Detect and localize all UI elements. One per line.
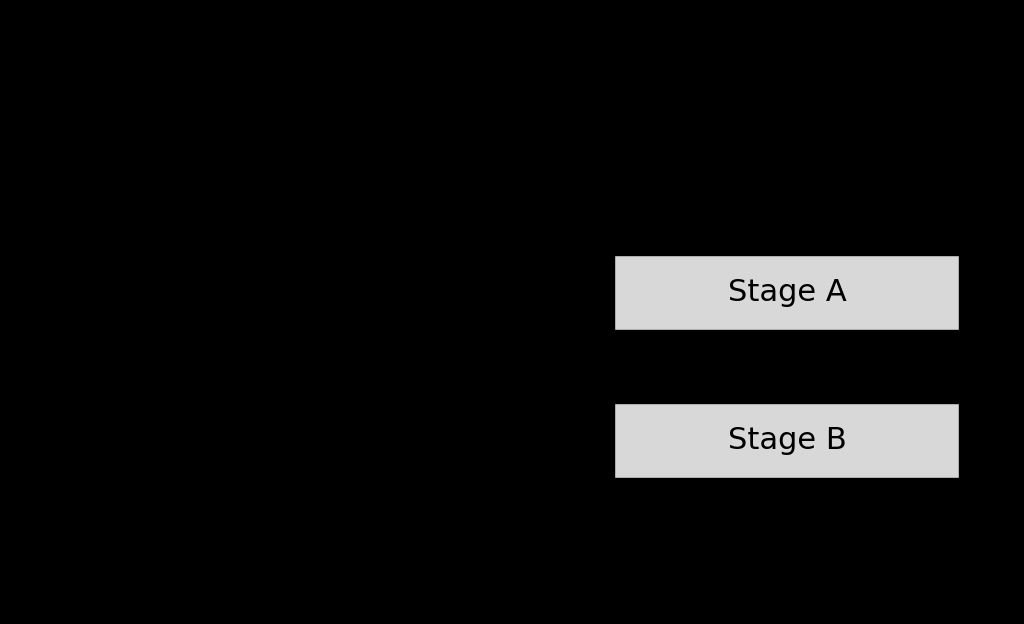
Bar <box>614 403 959 478</box>
Bar <box>614 255 959 330</box>
Text: Stage B: Stage B <box>728 426 846 455</box>
Text: Stage A: Stage A <box>728 278 846 307</box>
